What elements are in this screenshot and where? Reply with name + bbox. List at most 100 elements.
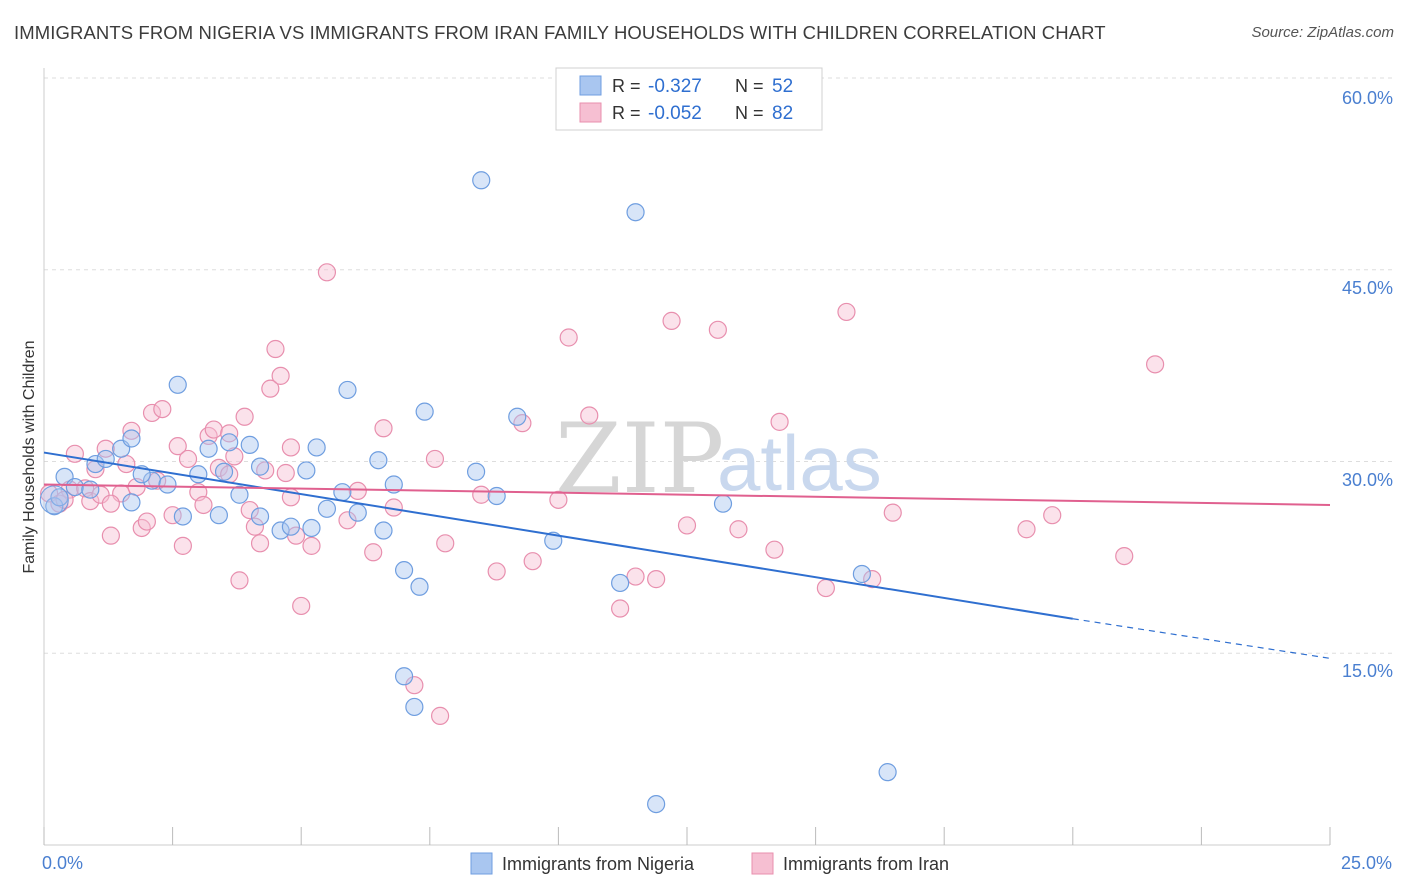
iran-point-63 (729, 520, 748, 539)
iran-point-55 (549, 490, 568, 509)
nigeria-point-12 (173, 507, 192, 526)
y-tick-label-30: 30.0% (1342, 470, 1393, 490)
iran-point-3 (65, 444, 84, 463)
nigeria-point-47 (394, 667, 414, 686)
iran-point-20 (178, 449, 198, 469)
y-tick-label-15: 15.0% (1342, 661, 1393, 681)
iran-point-33 (250, 534, 270, 553)
legend-nigeria-n-value: 52 (772, 76, 793, 97)
nigeria-point-28 (338, 380, 357, 400)
nigeria-point-44 (713, 494, 733, 513)
iran-point-46 (364, 543, 383, 562)
nigeria-point-26 (307, 438, 326, 457)
source-credit: Source: ZipAtlas.com (1251, 24, 1394, 41)
nigeria-point-3 (81, 480, 100, 499)
iran-point-31 (240, 500, 259, 520)
x-tick-label-max: 25.0% (1341, 853, 1392, 873)
nigeria-series (39, 171, 897, 814)
iran-point-57 (580, 406, 599, 425)
iran-point-43 (317, 263, 337, 282)
legend-nigeria-r-value: -0.327 (648, 76, 702, 97)
nigeria-point-8 (122, 493, 141, 512)
nigeria-point-31 (369, 451, 388, 470)
iran-point-64 (765, 540, 784, 559)
nigeria-point-19 (240, 435, 259, 454)
bottom-legend: Immigrants from Nigeria Immigrants from … (470, 852, 949, 875)
chart-title: IMMIGRANTS FROM NIGERIA VS IMMIGRANTS FR… (14, 22, 1106, 43)
watermark-atlas: atlas (717, 419, 882, 507)
iran-point-32 (245, 517, 265, 536)
legend-nigeria-n-label: N = (735, 76, 764, 96)
iran-point-61 (677, 516, 697, 535)
iran-point-48 (405, 676, 424, 695)
iran-point-71 (1146, 355, 1165, 374)
iran-point-30 (235, 407, 254, 426)
iran-point-70 (1115, 546, 1134, 566)
watermark-zip: ZIP (555, 403, 724, 515)
nigeria-point-11 (168, 375, 187, 394)
iran-point-18 (168, 437, 187, 456)
grid-lines (44, 77, 1392, 654)
nigeria-point-10 (158, 475, 177, 494)
nigeria-point-0 (45, 497, 64, 516)
nigeria-point-25 (302, 518, 321, 538)
iran-point-42 (302, 536, 321, 555)
nigeria-trend-line (43, 451, 1073, 620)
iran-point-62 (708, 320, 727, 339)
nigeria-point-2 (65, 477, 84, 497)
nigeria-point-33 (394, 561, 414, 580)
iran-point-78 (770, 412, 789, 431)
iran-point-65 (816, 578, 835, 598)
bottom-legend-nigeria-swatch (470, 852, 493, 875)
iran-point-51 (436, 534, 455, 553)
iran-point-16 (153, 399, 172, 419)
iran-point-29 (230, 571, 249, 590)
iran-point-15 (142, 403, 162, 423)
nigeria-point-48 (405, 697, 424, 717)
nigeria-point-34 (410, 577, 429, 596)
iran-point-60 (662, 311, 681, 330)
nigeria-point-49 (317, 499, 337, 518)
trend-lines (43, 451, 1331, 659)
nigeria-point-39 (508, 407, 527, 426)
bottom-legend-iran-swatch (751, 852, 774, 875)
iran-point-73 (148, 471, 167, 490)
tick-labels: 0.0% 25.0% 15.0% 30.0% 45.0% 60.0% (42, 88, 1393, 873)
iran-point-67 (863, 570, 882, 589)
iran-point-38 (276, 463, 295, 483)
iran-point-24 (204, 420, 223, 439)
iran-point-44 (338, 511, 357, 530)
iran-point-22 (194, 495, 213, 515)
nigeria-point-23 (281, 517, 301, 536)
y-axis-label: Family Households with Children (21, 341, 38, 574)
iran-point-53 (487, 562, 506, 581)
iran-point-52 (472, 485, 491, 504)
nigeria-point-42 (626, 203, 645, 222)
legend-nigeria-swatch (579, 75, 602, 96)
iran-point-35 (261, 379, 280, 398)
iran-series (40, 263, 1165, 725)
iran-point-74 (55, 490, 74, 509)
nigeria-point-16 (214, 462, 234, 481)
iran-point-41 (292, 596, 311, 616)
nigeria-point-43 (647, 794, 666, 814)
nigeria-point-5 (96, 449, 115, 469)
nigeria-point-22 (271, 521, 290, 540)
x-tick-label-min: 0.0% (42, 853, 83, 873)
nigeria-point-27 (333, 483, 352, 502)
y-tick-label-60: 60.0% (1342, 88, 1393, 108)
nigeria-point-18 (230, 485, 249, 504)
nigeria-point-21 (250, 507, 270, 526)
iran-point-80 (883, 503, 902, 522)
nigeria-point-7 (122, 429, 141, 448)
bottom-legend-iran-label: Immigrants from Iran (783, 854, 949, 874)
iran-point-79 (96, 439, 115, 458)
iran-point-69 (1043, 506, 1062, 525)
iran-point-56 (559, 328, 578, 347)
bottom-legend-nigeria-label: Immigrants from Nigeria (502, 854, 695, 874)
iran-point-47 (374, 419, 393, 438)
nigeria-point-29 (348, 503, 367, 522)
iran-point-59 (626, 567, 645, 586)
nigeria-point-17 (220, 433, 239, 452)
